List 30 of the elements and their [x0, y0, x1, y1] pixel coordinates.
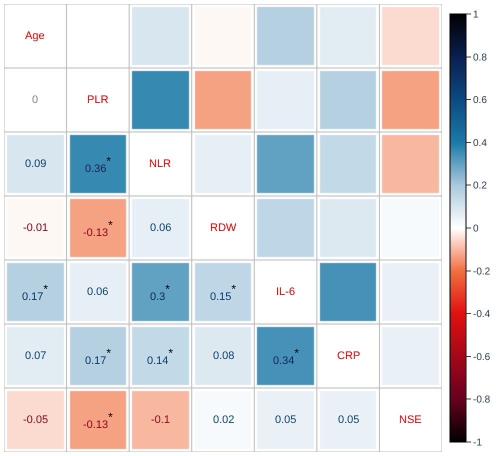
data-label: 0.09 [25, 158, 46, 170]
data-label: -0.1 [151, 414, 170, 426]
color-bar-label: -0.4 [473, 309, 491, 320]
color-bar-label: 0.6 [473, 95, 488, 106]
y-tick-label: RDW [210, 222, 237, 234]
color-bar-label: -0.6 [473, 352, 491, 363]
data-label: 0.06 [87, 286, 108, 298]
data-label: 0.06 [150, 222, 172, 234]
data-label: 0.05 [275, 414, 296, 426]
y-tick-label: IL-6 [276, 286, 295, 298]
y-tick-label: NLR [149, 158, 172, 170]
data-label: 0 [32, 94, 38, 106]
data-label: -0.01 [23, 222, 48, 234]
y-tick-label: NSE [399, 414, 422, 426]
color-bar-label: -1 [473, 438, 482, 448]
color-bar-label: 0.8 [473, 52, 488, 64]
color-bar-label: 0.4 [473, 138, 488, 149]
color-bar-label: 0 [473, 224, 479, 234]
y-tick-label: Age [25, 30, 45, 42]
y-tick-label: CRP [337, 350, 360, 362]
data-label: 0.02 [213, 414, 234, 426]
y-tick-label: PLR [87, 94, 108, 106]
color-bar-label: -0.2 [473, 266, 491, 278]
data-label: 0.05 [338, 414, 360, 426]
color-bar-label: 1 [473, 10, 479, 20]
color-bar-label: -0.8 [473, 394, 491, 406]
data-label: -0.05 [23, 414, 48, 426]
data-label: 0.07 [25, 350, 46, 362]
color-bar-label: 0.2 [473, 180, 488, 192]
data-label: 0.08 [213, 350, 234, 362]
